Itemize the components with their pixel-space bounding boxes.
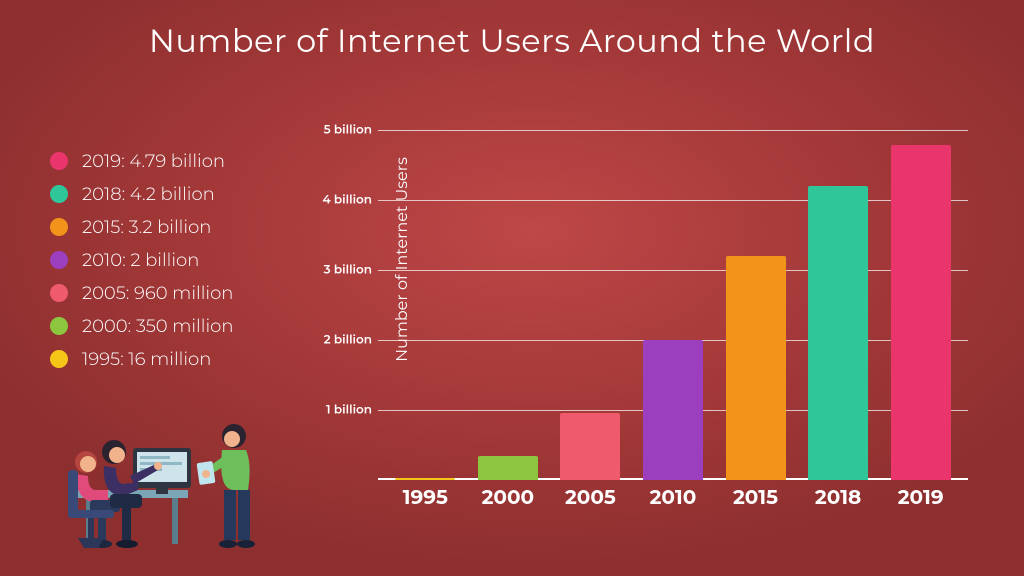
- bar-2000: [478, 456, 538, 481]
- people-at-computer-illustration: [38, 404, 288, 554]
- bar: [726, 256, 786, 480]
- legend-item: 2000: 350 million: [50, 315, 233, 337]
- x-tick-label: 2018: [808, 486, 868, 510]
- legend-dot-icon: [50, 317, 68, 335]
- bar-2018: [808, 186, 868, 480]
- bar-2015: [726, 256, 786, 480]
- legend-item: 2015: 3.2 billion: [50, 216, 233, 238]
- legend-label: 1995: 16 million: [82, 348, 211, 370]
- bars-container: [378, 130, 968, 480]
- legend-dot-icon: [50, 185, 68, 203]
- slide-root: Number of Internet Users Around the Worl…: [0, 0, 1024, 576]
- y-tick-label: 3 billion: [324, 263, 372, 278]
- bar: [643, 340, 703, 480]
- bar: [560, 413, 620, 480]
- legend-dot-icon: [50, 284, 68, 302]
- y-tick-label: 1 billion: [326, 403, 372, 418]
- y-tick-label: 2 billion: [324, 333, 372, 348]
- plot-area: 5 billion 4 billion 3 billion 2 billion …: [378, 130, 968, 480]
- x-tick-label: 2000: [478, 486, 538, 510]
- page-title: Number of Internet Users Around the Worl…: [0, 22, 1024, 61]
- legend-dot-icon: [50, 251, 68, 269]
- legend-dot-icon: [50, 350, 68, 368]
- bar-2005: [560, 413, 620, 480]
- bar-2010: [643, 340, 703, 480]
- x-tick-label: 2015: [726, 486, 786, 510]
- x-tick-label: 2019: [891, 486, 951, 510]
- legend-item: 1995: 16 million: [50, 348, 233, 370]
- bar: [891, 145, 951, 480]
- y-tick-label: 5 billion: [324, 123, 372, 138]
- legend-label: 2019: 4.79 billion: [82, 150, 225, 172]
- x-tick-label: 2005: [560, 486, 620, 510]
- legend: 2019: 4.79 billion 2018: 4.2 billion 201…: [50, 150, 233, 381]
- bar: [808, 186, 868, 480]
- x-tick-label: 1995: [395, 486, 455, 510]
- bar: [478, 456, 538, 481]
- x-tick-label: 2010: [643, 486, 703, 510]
- legend-item: 2018: 4.2 billion: [50, 183, 233, 205]
- legend-dot-icon: [50, 152, 68, 170]
- legend-label: 2018: 4.2 billion: [82, 183, 215, 205]
- legend-label: 2005: 960 million: [82, 282, 233, 304]
- legend-label: 2010: 2 billion: [82, 249, 199, 271]
- legend-label: 2015: 3.2 billion: [82, 216, 211, 238]
- bar-2019: [891, 145, 951, 480]
- bar-chart: Number of Internet Users 5 billion 4 bil…: [330, 120, 990, 540]
- x-labels: 1995 2000 2005 2010 2015 2018 2019: [378, 480, 968, 510]
- legend-item: 2019: 4.79 billion: [50, 150, 233, 172]
- legend-item: 2010: 2 billion: [50, 249, 233, 271]
- y-tick-label: 4 billion: [322, 193, 372, 208]
- legend-dot-icon: [50, 218, 68, 236]
- legend-label: 2000: 350 million: [82, 315, 233, 337]
- people-icon: [38, 404, 288, 554]
- legend-item: 2005: 960 million: [50, 282, 233, 304]
